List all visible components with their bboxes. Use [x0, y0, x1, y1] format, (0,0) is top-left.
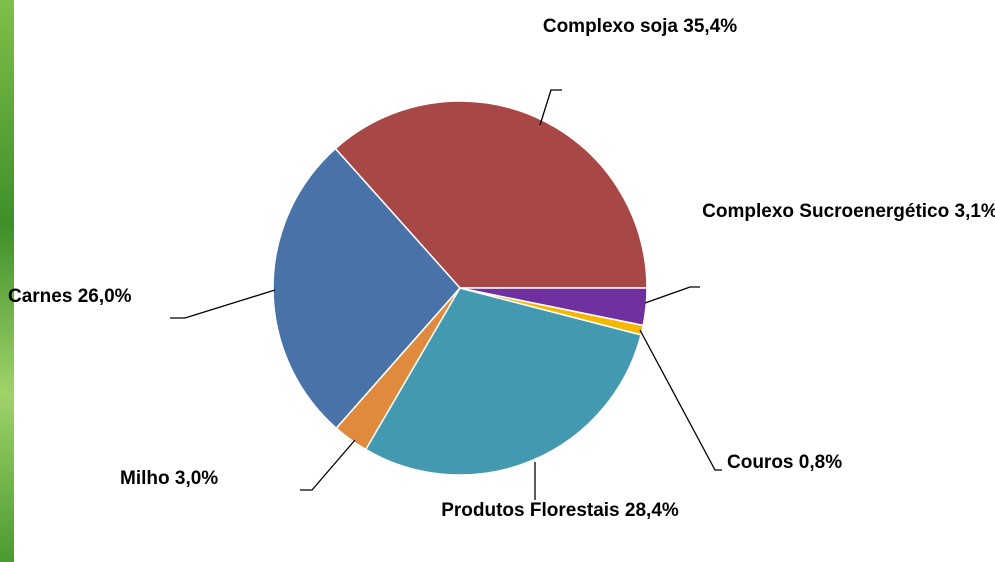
data-label: Carnes 26,0% — [8, 280, 208, 314]
category-label: Produtos Florestais — [441, 500, 619, 521]
data-label: Complexo soja 35,4% — [535, 10, 745, 44]
page: {"chart_data": {"type": "pie", "categori… — [0, 0, 995, 562]
value-label: 0,8% — [799, 452, 842, 473]
value-label: 35,4% — [683, 16, 737, 37]
leader-line — [645, 287, 700, 303]
data-label: Produtos Florestais 28,4% — [395, 494, 725, 528]
data-label: Complexo Sucroenergético 3,1% — [700, 195, 995, 229]
category-label: Complexo Sucroenergético — [702, 201, 949, 222]
category-label: Complexo soja — [543, 16, 678, 37]
value-label: 3,1% — [955, 201, 995, 222]
category-label: Carnes — [8, 286, 72, 307]
category-label: Couros — [727, 452, 794, 473]
value-label: 3,0% — [175, 468, 218, 489]
data-label: Milho 3,0% — [120, 462, 320, 496]
value-label: 28,4% — [625, 500, 679, 521]
value-label: 26,0% — [78, 286, 132, 307]
data-label: Couros 0,8% — [727, 446, 927, 480]
category-label: Milho — [120, 468, 170, 489]
leader-line — [640, 330, 722, 470]
